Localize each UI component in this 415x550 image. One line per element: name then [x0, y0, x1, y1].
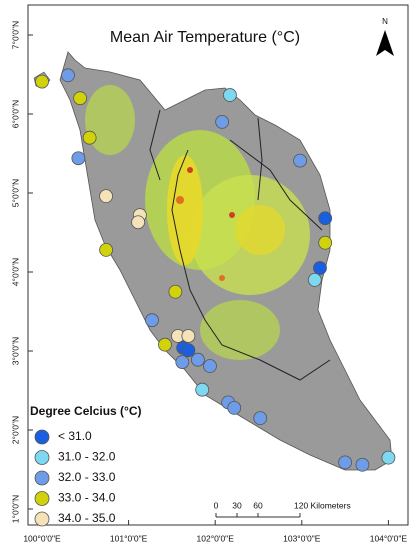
- station: [99, 189, 113, 204]
- scale-label: 120 Kilometers: [294, 500, 351, 510]
- station: [318, 211, 333, 226]
- legend-title: Degree Celcius (°C): [30, 404, 142, 418]
- lat-tick-label: 5°0'0"N: [10, 179, 20, 207]
- legend-label: 31.0 - 32.0: [58, 450, 116, 464]
- legend-swatch: [34, 450, 50, 465]
- state-border: [229, 139, 323, 231]
- lon-tick-label: 102°0'0"E: [197, 533, 235, 543]
- legend-label: 33.0 - 34.0: [58, 491, 116, 505]
- station: [215, 115, 230, 129]
- station: [73, 91, 88, 106]
- highland: [200, 300, 280, 360]
- highland: [167, 155, 203, 265]
- station: [175, 355, 190, 369]
- legend-swatch: [34, 491, 50, 506]
- station: [253, 411, 268, 426]
- scale-label: 30: [232, 500, 242, 510]
- north-arrow: N: [376, 17, 394, 56]
- station: [293, 153, 307, 168]
- legend-swatch: [34, 429, 50, 445]
- lat-tick-label: 3°0'0"N: [10, 337, 20, 365]
- station: [181, 329, 196, 343]
- peak: [187, 167, 193, 173]
- station: [131, 215, 146, 230]
- state-border: [259, 359, 331, 381]
- peak: [176, 196, 184, 204]
- peak: [229, 212, 235, 218]
- lat-tick-label: 6°0'0"N: [10, 100, 20, 128]
- station: [223, 88, 237, 102]
- state-border: [149, 109, 161, 181]
- station: [195, 382, 210, 397]
- station: [190, 352, 205, 367]
- station: [181, 343, 196, 358]
- lon-tick-label: 101°0'0"E: [110, 533, 148, 543]
- land: [33, 51, 393, 471]
- map-title: Mean Air Temperature (°C): [110, 29, 300, 46]
- station: [307, 272, 322, 287]
- station: [381, 450, 396, 465]
- station: [203, 359, 217, 373]
- scale-label: 60: [253, 500, 263, 510]
- station: [71, 151, 86, 166]
- north-label: N: [382, 17, 388, 26]
- station: [168, 284, 183, 299]
- legend-label: 34.0 - 35.0: [58, 511, 116, 525]
- legend-label: < 31.0: [58, 429, 92, 443]
- station: [158, 337, 172, 352]
- station: [355, 457, 370, 472]
- scale-label: 0: [214, 500, 219, 510]
- highland: [235, 205, 285, 255]
- highland: [85, 85, 135, 155]
- legend-swatch: [34, 470, 50, 486]
- lon-tick-label: 103°0'0"E: [283, 533, 321, 543]
- station: [318, 235, 333, 250]
- station: [99, 242, 113, 257]
- lon-tick-label: 100°0'0"E: [23, 533, 61, 543]
- lat-tick-label: 2°0'0"N: [10, 416, 20, 444]
- lat-tick-label: 1°0'0"N: [10, 495, 20, 523]
- station: [61, 68, 75, 83]
- legend: Degree Celcius (°C): [30, 404, 142, 418]
- legend-swatch: [34, 511, 50, 527]
- station: [338, 455, 353, 470]
- station: [145, 313, 159, 328]
- lat-tick-label: 4°0'0"N: [10, 258, 20, 286]
- lat-tick-label: 7°0'0"N: [10, 21, 20, 49]
- station: [82, 130, 97, 145]
- station: [227, 400, 242, 415]
- station: [313, 261, 327, 275]
- peak: [219, 275, 225, 281]
- north-arrow-shape: [376, 30, 394, 56]
- lon-tick-label: 104°0'0"E: [370, 533, 408, 543]
- station: [35, 74, 49, 89]
- state-border: [257, 117, 263, 201]
- state-border: [171, 149, 261, 361]
- legend-label: 32.0 - 33.0: [58, 470, 116, 484]
